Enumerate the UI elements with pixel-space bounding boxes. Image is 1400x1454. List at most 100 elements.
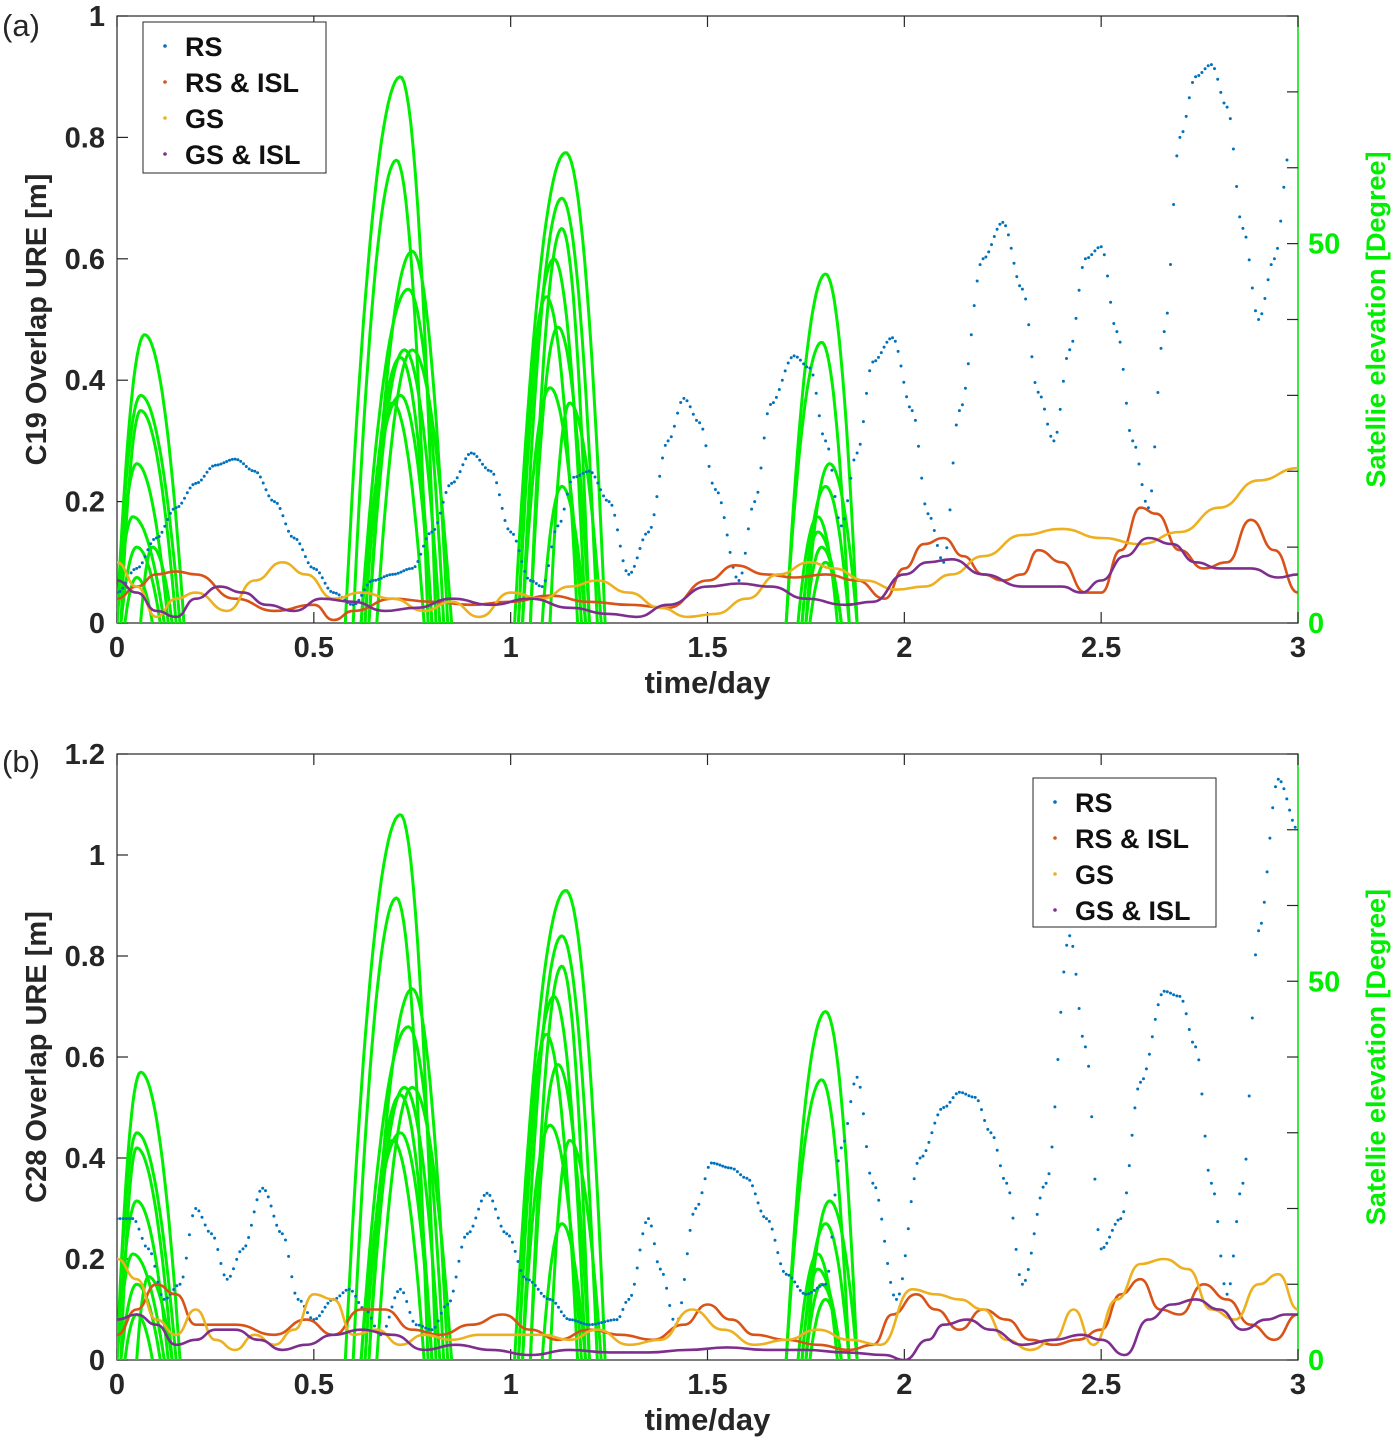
- rs-data-point: [1187, 1028, 1191, 1031]
- rs-data-point: [172, 1288, 176, 1291]
- rs-data-point: [390, 1305, 394, 1309]
- rs-data-point: [843, 517, 846, 521]
- rs-data-point: [1274, 785, 1277, 789]
- rs-data-point: [1105, 1241, 1109, 1245]
- rs-data-point: [303, 555, 307, 559]
- rs-data-point: [765, 1217, 768, 1221]
- rs-data-point: [458, 470, 462, 474]
- rs-data-point: [131, 1217, 135, 1221]
- rs-data-point: [685, 1252, 689, 1256]
- chart-panel-a: 0 0.5 1 1.5 2 2.5 300.20.40.60.81050time/dayC1…: [2, 1, 1391, 700]
- rs-data-point: [910, 409, 914, 413]
- rs-data-point: [688, 1228, 692, 1232]
- rs-data-point: [295, 538, 299, 541]
- rs-data-point: [865, 1145, 868, 1149]
- rs-data-point: [1056, 1058, 1060, 1061]
- rs-data-point: [232, 1267, 235, 1271]
- elevation-arc: [375, 348, 454, 623]
- rs-data-point: [320, 576, 324, 580]
- rs-data-point: [1008, 1191, 1012, 1195]
- rs-data-point: [225, 1277, 229, 1281]
- rs-data-point: [808, 366, 812, 370]
- rs-data-point: [1012, 261, 1016, 265]
- rs-data-point: [211, 464, 215, 468]
- rs-data-point: [272, 1214, 276, 1218]
- rs-data-point: [366, 1310, 370, 1314]
- rs-data-point: [264, 488, 268, 492]
- y-axis-label: C19 Overlap URE [m]: [21, 174, 53, 466]
- rs-data-point: [467, 453, 470, 456]
- rs-data-point: [247, 1236, 251, 1239]
- rs-data-point: [236, 458, 240, 462]
- rs-data-point: [293, 1291, 297, 1295]
- rs-data-point: [868, 369, 872, 373]
- rs-data-point: [769, 403, 772, 406]
- rs-data-point: [1143, 499, 1147, 503]
- series-gs: [117, 1257, 1298, 1352]
- rs-data-point: [704, 444, 708, 448]
- rs-data-point: [618, 544, 622, 548]
- y-tick-label: 0.2: [65, 1244, 105, 1276]
- rs-data-point: [795, 355, 799, 359]
- rs-data-point: [261, 1186, 265, 1190]
- rs-data-point: [438, 511, 442, 515]
- rs-data-point: [821, 1283, 825, 1287]
- rs-data-point: [1150, 489, 1154, 493]
- rs-data-point: [661, 1272, 665, 1276]
- rs-data-point: [804, 1292, 808, 1296]
- rs-data-point: [978, 263, 982, 267]
- rs-data-point: [858, 442, 862, 446]
- rs-data-point: [964, 1092, 968, 1096]
- rs-data-point: [1062, 970, 1066, 974]
- rs-data-point: [323, 1305, 327, 1309]
- rs-data-point: [387, 1315, 391, 1319]
- rs-data-point: [1083, 257, 1087, 261]
- rs-data-point: [762, 436, 766, 440]
- rs-data-point: [416, 560, 420, 563]
- rs-data-point: [1017, 1273, 1021, 1277]
- rs-data-point: [891, 336, 894, 340]
- rs-data-point: [781, 1269, 785, 1273]
- rs-data-point: [739, 1173, 743, 1177]
- rs-data-point: [1142, 1077, 1145, 1081]
- rs-data-point: [1268, 836, 1272, 840]
- rs-data-point: [909, 1200, 913, 1204]
- elevation-arc: [521, 1123, 583, 1360]
- rs-data-point: [1077, 288, 1081, 292]
- rs-data-point: [753, 500, 757, 504]
- rs-data-point: [805, 365, 809, 369]
- rs-data-point: [644, 1221, 648, 1225]
- rs-data-point: [1276, 246, 1279, 250]
- rs-data-point: [973, 1095, 977, 1099]
- rs-data-point: [485, 1191, 489, 1195]
- rs-data-point: [203, 1223, 207, 1227]
- rs-data-point: [1039, 395, 1043, 399]
- y-tick-label: 0.4: [65, 365, 105, 397]
- elevation-arc: [375, 1085, 454, 1360]
- rs-data-point: [284, 522, 288, 526]
- rs-data-point: [624, 1300, 628, 1304]
- rs-data-point: [374, 578, 378, 582]
- rs-data-point: [632, 1282, 636, 1286]
- rs-data-point: [1061, 379, 1065, 383]
- rs-data-point: [948, 1100, 952, 1104]
- rs-data-point: [641, 1232, 645, 1236]
- elevation-arc: [117, 393, 182, 623]
- rs-data-point: [647, 530, 650, 534]
- y-tick-label: 1: [89, 1, 105, 33]
- rs-data-point: [191, 483, 195, 487]
- rs-data-point: [1050, 1145, 1054, 1149]
- rs-data-point: [963, 386, 967, 390]
- rs-data-point: [522, 1275, 526, 1279]
- rs-data-point: [210, 1232, 213, 1236]
- rs-data-point: [452, 480, 456, 484]
- rs-data-point: [388, 573, 392, 577]
- rs-data-point: [1099, 245, 1103, 249]
- rs-data-point: [905, 395, 909, 399]
- elevation-arc: [784, 1010, 859, 1360]
- rs-data-point: [655, 1260, 659, 1264]
- rs-data-point: [384, 1324, 388, 1328]
- elevation-arc: [784, 272, 859, 623]
- rs-data-point: [1169, 263, 1172, 266]
- y-tick-label: 0.8: [65, 941, 105, 973]
